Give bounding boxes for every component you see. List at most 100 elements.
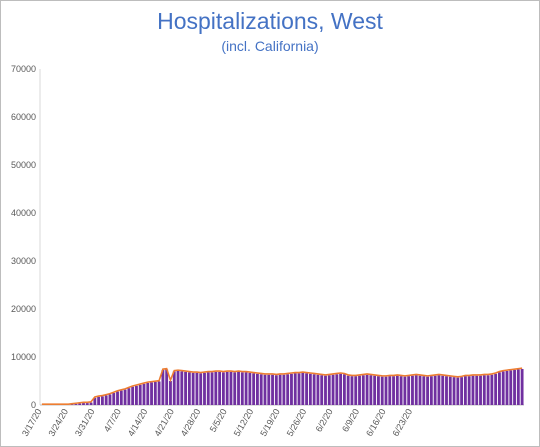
- bar: [256, 373, 259, 405]
- bar: [361, 375, 365, 405]
- bar: [505, 370, 509, 405]
- bar: [403, 376, 407, 405]
- bar: [233, 372, 237, 405]
- bar: [165, 369, 169, 405]
- bar: [441, 375, 445, 405]
- x-tick-label: 3/31/20: [73, 407, 97, 438]
- bar: [85, 403, 89, 405]
- bar: [244, 372, 248, 405]
- bar: [214, 371, 218, 405]
- bar: [369, 375, 373, 405]
- bar: [180, 371, 184, 405]
- bar: [498, 372, 501, 405]
- bar: [210, 372, 214, 405]
- bar: [157, 381, 161, 405]
- x-tick-label: 4/21/20: [152, 407, 176, 438]
- bar: [89, 402, 93, 405]
- chart-title: Hospitalizations, West: [157, 8, 383, 34]
- bar: [395, 375, 399, 405]
- y-tick-label: 30000: [11, 256, 36, 266]
- bar: [384, 376, 388, 405]
- bar: [206, 372, 210, 405]
- x-axis-ticks: 3/17/20 3/24/20 3/31/20 4/7/20 4/14/20 4/21/2…: [20, 407, 414, 438]
- bar: [392, 376, 395, 405]
- x-tick-label: 5/19/20: [258, 407, 282, 438]
- bar: [248, 372, 252, 405]
- x-tick-label: 3/17/20: [20, 407, 44, 438]
- bar: [297, 373, 301, 405]
- bar: [184, 371, 187, 405]
- bar: [501, 371, 505, 405]
- bar: [150, 382, 153, 405]
- bar: [490, 374, 494, 405]
- bar: [407, 376, 411, 405]
- bar: [456, 377, 460, 405]
- x-tick-label: 6/16/20: [364, 407, 388, 438]
- bar: [274, 375, 278, 405]
- bar: [312, 374, 316, 405]
- bar: [169, 381, 172, 405]
- bar: [445, 376, 448, 405]
- bar: [346, 375, 350, 405]
- bar: [377, 376, 380, 405]
- trend-line: [41, 367, 523, 406]
- bar: [422, 376, 426, 405]
- bar: [252, 373, 256, 405]
- bar: [301, 372, 305, 405]
- bar: [187, 372, 191, 405]
- bar: [327, 375, 331, 405]
- y-axis-ticks: 0 10000 20000 30000 40000 50000 60000 70000: [11, 64, 36, 410]
- bar: [460, 377, 464, 405]
- bar: [218, 371, 222, 405]
- bar: [418, 375, 422, 405]
- bar: [373, 375, 377, 405]
- bar: [429, 376, 433, 405]
- bar: [380, 376, 384, 405]
- bar: [97, 396, 101, 405]
- bar: [127, 388, 131, 405]
- bar: [414, 375, 418, 405]
- bar: [123, 389, 127, 405]
- bar: [426, 376, 429, 405]
- x-tick-label: 6/2/20: [314, 407, 335, 434]
- bar: [494, 373, 498, 405]
- bar: [119, 390, 123, 405]
- bar: [135, 385, 138, 405]
- bar: [263, 374, 267, 405]
- bar: [100, 396, 104, 405]
- bar: [240, 372, 244, 405]
- bar: [479, 375, 482, 405]
- bar: [433, 375, 437, 405]
- y-tick-label: 50000: [11, 160, 36, 170]
- bar: [225, 371, 229, 405]
- bar: [486, 375, 490, 405]
- x-tick-label: 4/7/20: [102, 407, 123, 434]
- bar: [278, 374, 282, 405]
- x-tick-label: 5/26/20: [285, 407, 309, 438]
- bar: [146, 382, 150, 405]
- bar: [358, 375, 361, 405]
- bar: [153, 381, 157, 405]
- y-tick-label: 10000: [11, 352, 36, 362]
- bar: [74, 404, 78, 405]
- bar: [365, 374, 369, 405]
- bar: [520, 369, 524, 405]
- y-tick-label: 0: [31, 400, 36, 410]
- bar: [172, 371, 176, 405]
- bar: [221, 372, 225, 405]
- bar: [271, 374, 274, 405]
- chart-subtitle: (incl. California): [221, 38, 319, 54]
- x-tick-label: 4/14/20: [126, 407, 150, 438]
- bar: [293, 373, 297, 405]
- bar: [176, 370, 180, 405]
- bar: [93, 397, 97, 405]
- bar: [463, 376, 467, 405]
- bar-series: [70, 369, 524, 405]
- y-tick-label: 20000: [11, 304, 36, 314]
- bar: [513, 369, 516, 405]
- bar: [195, 372, 199, 405]
- bar: [305, 373, 308, 405]
- bar: [108, 394, 112, 405]
